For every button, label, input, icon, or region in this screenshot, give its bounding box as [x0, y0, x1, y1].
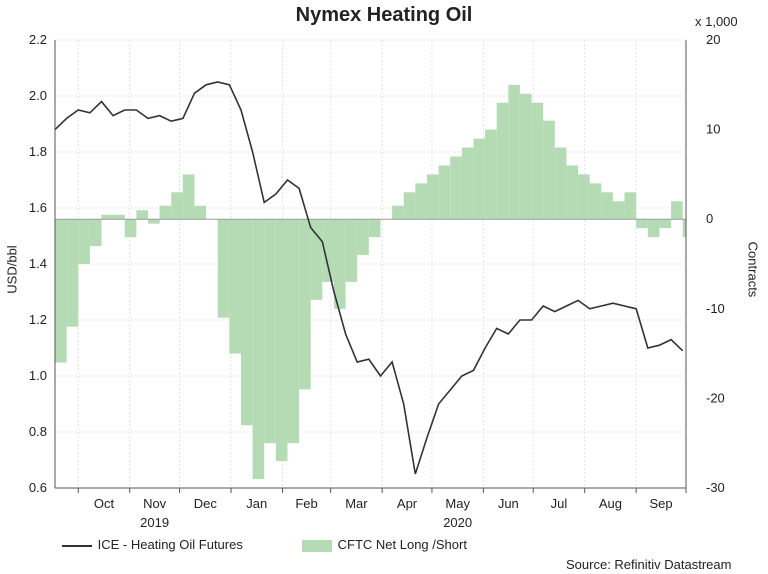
cftc-bar [624, 192, 637, 220]
cftc-bar [636, 219, 648, 229]
cftc-bar [426, 174, 439, 220]
cftc-bar [461, 147, 474, 220]
cftc-bar [368, 219, 381, 238]
cftc-bar [217, 219, 230, 318]
y-tick-label: 0.6 [29, 480, 47, 495]
year-label: 2020 [443, 515, 472, 530]
cftc-bar [659, 219, 672, 229]
cftc-bar [275, 219, 288, 462]
y2-tick-label: 0 [706, 211, 713, 226]
x-tick-label: Aug [599, 496, 622, 511]
cftc-bar [403, 192, 416, 220]
x-tick-label: Nov [143, 496, 167, 511]
cftc-bar [55, 219, 67, 363]
source-note: Source: Refinitiv Datastream [566, 557, 732, 572]
y2-tick-label: 20 [706, 32, 720, 47]
cftc-bar [287, 219, 300, 444]
cftc-bar [124, 219, 137, 238]
cftc-bar [229, 219, 241, 354]
cftc-bar [496, 102, 509, 220]
cftc-bar [519, 93, 532, 220]
cftc-bar [264, 219, 276, 444]
legend-area-swatch [302, 539, 332, 552]
x-tick-label: Sep [650, 496, 673, 511]
cftc-bar [601, 192, 613, 220]
legend-area-label: CFTC Net Long /Short [337, 537, 467, 552]
legend-line-entry: ICE - Heating Oil Futures [60, 537, 243, 553]
cftc-bar [310, 219, 323, 300]
cftc-bar [612, 201, 625, 220]
x-tick-label: May [445, 496, 470, 511]
x-tick-label: Jul [551, 496, 568, 511]
cftc-bar [531, 102, 544, 220]
cftc-bar [136, 210, 148, 220]
y-tick-label: 2.0 [29, 88, 47, 103]
x-tick-label: Jun [498, 496, 519, 511]
cftc-bar [113, 214, 125, 220]
cftc-bar [415, 183, 427, 220]
cftc-bar [647, 219, 660, 238]
y-tick-label: 0.8 [29, 424, 47, 439]
x-tick-label: Apr [397, 496, 418, 511]
cftc-bar [101, 214, 114, 220]
year-label: 2019 [140, 515, 169, 530]
y2-tick-label: -10 [706, 301, 725, 316]
y-tick-label: 1.4 [29, 256, 47, 271]
cftc-bar [682, 219, 686, 238]
cftc-bar [473, 138, 486, 220]
y-tick-label: 1.8 [29, 144, 47, 159]
cftc-bar [671, 201, 683, 220]
cftc-bar [182, 174, 195, 220]
cftc-bar [252, 219, 265, 480]
legend-line-swatch [62, 544, 92, 547]
heating-oil-line [54, 81, 684, 475]
x-tick-label: Jan [246, 496, 267, 511]
cftc-bar [357, 219, 369, 256]
cftc-bar [345, 219, 358, 282]
cftc-bar [66, 219, 79, 327]
x-tick-label: Oct [94, 496, 115, 511]
chart-title: Nymex Heating Oil [295, 4, 473, 26]
cftc-bar [508, 84, 520, 220]
cftc-bar [171, 192, 183, 220]
cftc-bar [147, 219, 160, 224]
cftc-bar [554, 147, 567, 220]
cftc-bar [543, 120, 555, 220]
legend-area-entry: CFTC Net Long /Short [300, 537, 467, 553]
cftc-bar [78, 219, 90, 264]
legend-line-label: ICE - Heating Oil Futures [97, 537, 243, 552]
x-tick-label: Dec [194, 496, 218, 511]
y-tick-label: 1.0 [29, 368, 47, 383]
cftc-bar [299, 219, 311, 390]
cftc-bar [194, 205, 207, 220]
y2-tick-label: 10 [706, 122, 720, 137]
y-tick-label: 2.2 [29, 32, 47, 47]
y2-tick-label: -30 [706, 480, 725, 495]
cftc-bar [438, 165, 451, 220]
cftc-bar [485, 129, 497, 220]
cftc-bar [322, 219, 334, 282]
y2-tick-label: -20 [706, 390, 725, 405]
y2-multiplier-label: x 1,000 [695, 14, 738, 29]
cftc-bar [240, 219, 253, 426]
y-tick-label: 1.6 [29, 200, 47, 215]
cftc-bar [450, 156, 462, 220]
cftc-bar [89, 219, 102, 247]
x-tick-label: Feb [295, 496, 317, 511]
cftc-bar [589, 183, 602, 220]
cftc-bar [392, 205, 404, 220]
cftc-bar [333, 219, 346, 309]
y-tick-label: 1.2 [29, 312, 47, 327]
x-tick-label: Mar [345, 496, 368, 511]
cftc-bar [159, 205, 172, 220]
cftc-bar [578, 174, 590, 220]
cftc-bar [566, 165, 579, 220]
